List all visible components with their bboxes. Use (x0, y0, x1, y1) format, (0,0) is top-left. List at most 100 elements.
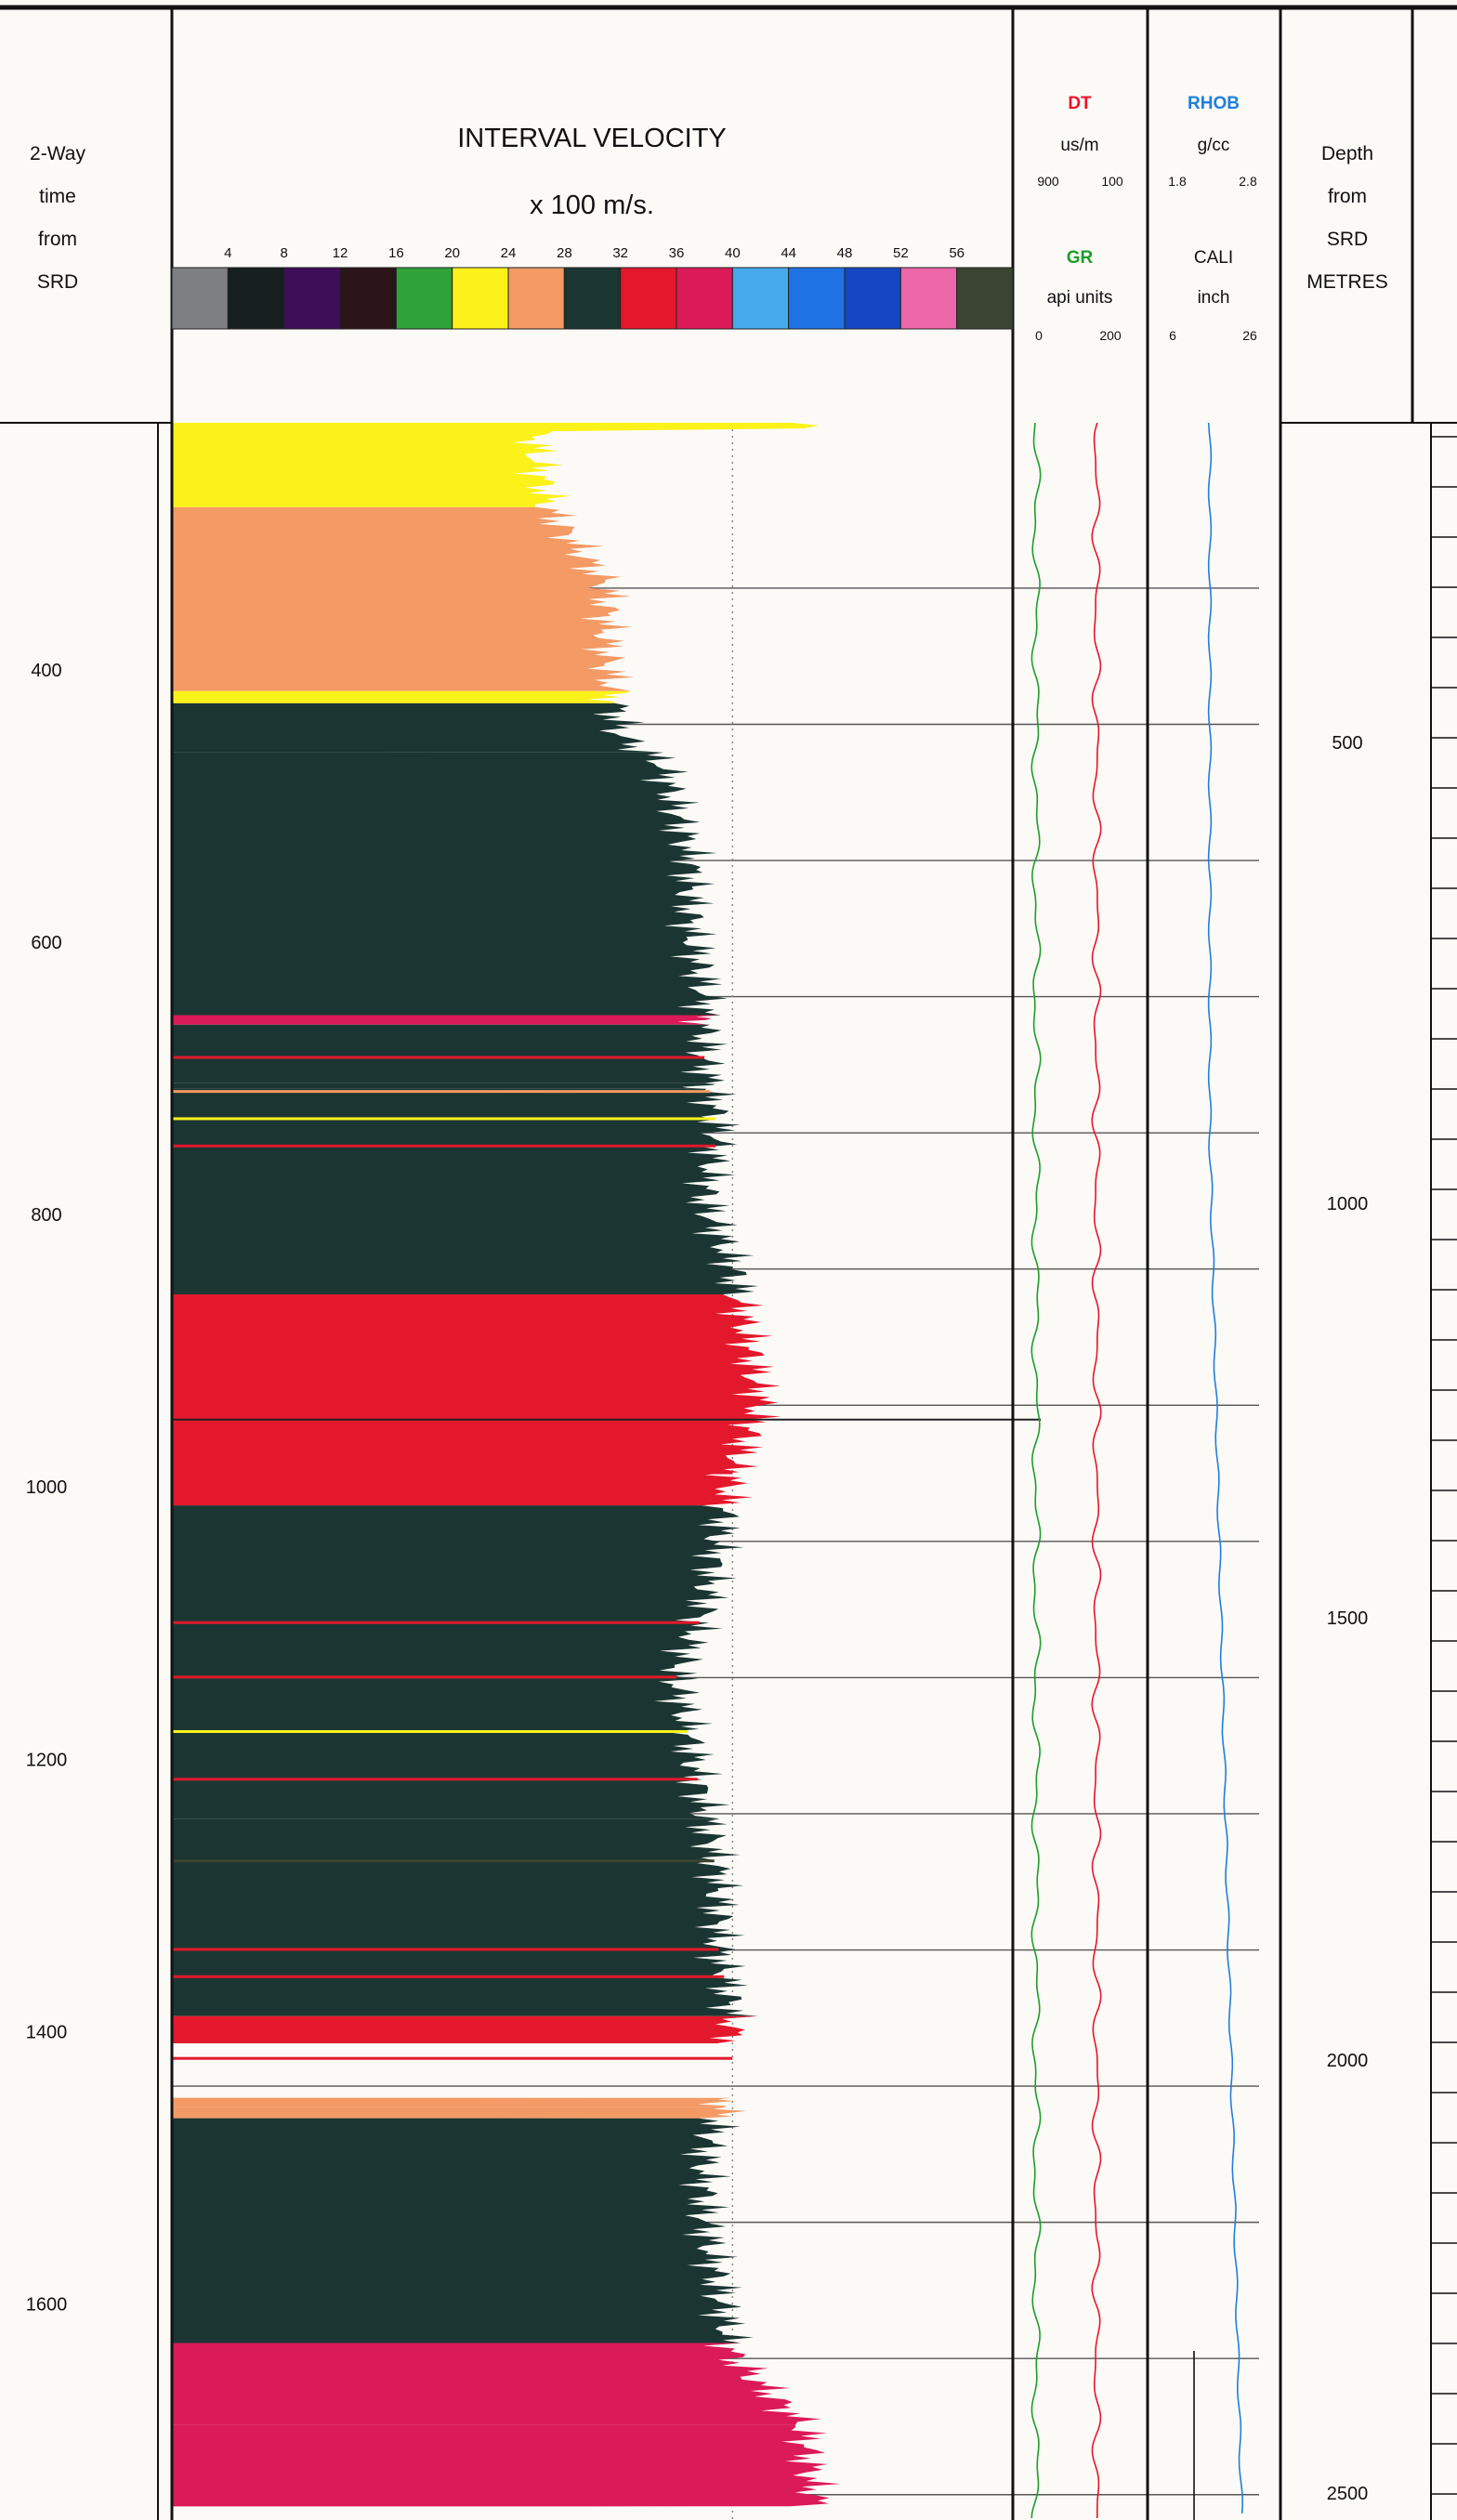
scale-swatch (395, 267, 453, 330)
thin-layer (172, 1975, 725, 1978)
time-tick-label: 600 (31, 933, 61, 953)
thin-layer (172, 1859, 715, 1863)
gr-name: GR (1067, 248, 1094, 268)
velocity-interval (172, 2343, 821, 2425)
time-tick-label: 1600 (26, 2295, 68, 2316)
rhob-max: 2.8 (1239, 174, 1257, 189)
scale-swatch (171, 267, 229, 330)
velocity-interval (172, 1505, 744, 1819)
thin-layer (172, 1090, 711, 1094)
thin-layer (172, 1056, 705, 1059)
scale-swatch (452, 267, 509, 330)
gr-curve (1030, 423, 1042, 2519)
time-tick-label: 400 (31, 661, 61, 681)
cali-unit: inch (1198, 288, 1230, 308)
gr-min: 0 (1035, 328, 1043, 343)
dt-curve (1091, 423, 1102, 2519)
time-header-line: from (38, 229, 77, 250)
chart-title: INTERVAL VELOCITY (457, 124, 727, 153)
velocity-interval (172, 1293, 781, 1506)
velocity-interval (172, 2107, 747, 2119)
velocity-interval (172, 1088, 759, 1294)
velocity-interval (172, 2097, 735, 2107)
cali-name: CALI (1194, 248, 1233, 268)
scale-tick-label: 44 (781, 245, 796, 261)
time-tick-label: 800 (31, 1205, 61, 1226)
scale-tick-label: 24 (501, 245, 517, 261)
scale-swatch (844, 267, 901, 330)
scale-swatch (283, 267, 341, 330)
rhob-min: 1.8 (1168, 174, 1187, 189)
time-tick-label: 1400 (26, 2022, 68, 2042)
velocity-interval (172, 2424, 841, 2507)
velocity-interval (172, 752, 728, 1016)
scale-swatch (788, 267, 846, 330)
scale-swatch (676, 267, 733, 330)
scale-tick-label: 56 (949, 245, 965, 261)
rhob-unit: g/cc (1198, 136, 1230, 155)
scale-swatch (227, 267, 285, 330)
scale-tick-label: 52 (893, 245, 909, 261)
time-header-line: SRD (37, 271, 78, 293)
thin-layer (172, 1471, 733, 1475)
velocity-interval (172, 506, 635, 691)
velocity-interval (172, 2118, 754, 2343)
scale-tick-label: 8 (280, 245, 287, 261)
time-header-line: 2-Way (30, 143, 85, 164)
header-text: 2-Way time from SRD Depth from SRD METRES INTERV… (30, 94, 1388, 343)
scale-tick-label: 32 (612, 245, 628, 261)
scale-swatch (620, 267, 677, 330)
dt-max: 100 (1101, 174, 1123, 189)
time-header-line: time (39, 186, 76, 207)
gr-max: 200 (1099, 328, 1122, 343)
scale-tick-label: 48 (837, 245, 853, 261)
velocity-units: x 100 m/s. (530, 190, 654, 220)
scale-swatch (507, 267, 565, 330)
velocity-interval (172, 1083, 715, 1089)
thin-layer (172, 1675, 676, 1679)
scale-tick-label: 40 (725, 245, 741, 261)
plot-area (172, 423, 1259, 2520)
scale-swatch (899, 267, 958, 330)
thin-layer (172, 1729, 689, 1733)
axis-labels: 4006008001000120014001600180050010001500… (26, 661, 1369, 2504)
thin-layer (172, 1948, 719, 1951)
time-tick-label: 1200 (26, 1750, 68, 1770)
cali-max: 26 (1242, 328, 1257, 343)
velocity-interval (172, 2015, 759, 2044)
velocity-interval (172, 702, 663, 753)
depth-header-line: SRD (1327, 229, 1368, 250)
velocity-interval (172, 690, 631, 703)
scale-tick-label: 28 (557, 245, 572, 261)
scale-tick-label: 12 (333, 245, 348, 261)
depth-tick-label: 1500 (1327, 1608, 1369, 1629)
thin-layer (172, 1144, 716, 1148)
depth-header-line: Depth (1321, 143, 1373, 164)
scale-swatch (563, 267, 622, 330)
scale-swatch (956, 267, 1014, 330)
velocity-interval (172, 1024, 728, 1083)
scale-tick-label: 16 (388, 245, 404, 261)
depth-tick-label: 500 (1332, 733, 1362, 754)
scale-swatch (339, 267, 397, 330)
depth-tick-label: 2500 (1327, 2484, 1369, 2504)
time-tick-label: 1000 (26, 1477, 68, 1498)
dt-name: DT (1068, 94, 1092, 113)
velocity-interval (172, 1015, 721, 1025)
rhob-name: RHOB (1188, 94, 1240, 113)
depth-tick-label: 2000 (1327, 2051, 1369, 2071)
dt-min: 900 (1037, 174, 1059, 189)
rhob-curve (1207, 423, 1244, 2514)
scale-tick-label: 36 (669, 245, 685, 261)
gr-unit: api units (1047, 288, 1113, 308)
thin-layer (172, 1117, 716, 1121)
scale-swatch (731, 267, 790, 330)
track-frame (157, 423, 1457, 2520)
depth-tick-label: 1000 (1327, 1194, 1369, 1214)
thin-layer (172, 1621, 700, 1624)
velocity-interval (172, 423, 819, 507)
depth-header-line: from (1328, 186, 1367, 207)
scale-tick-label: 4 (224, 245, 231, 261)
